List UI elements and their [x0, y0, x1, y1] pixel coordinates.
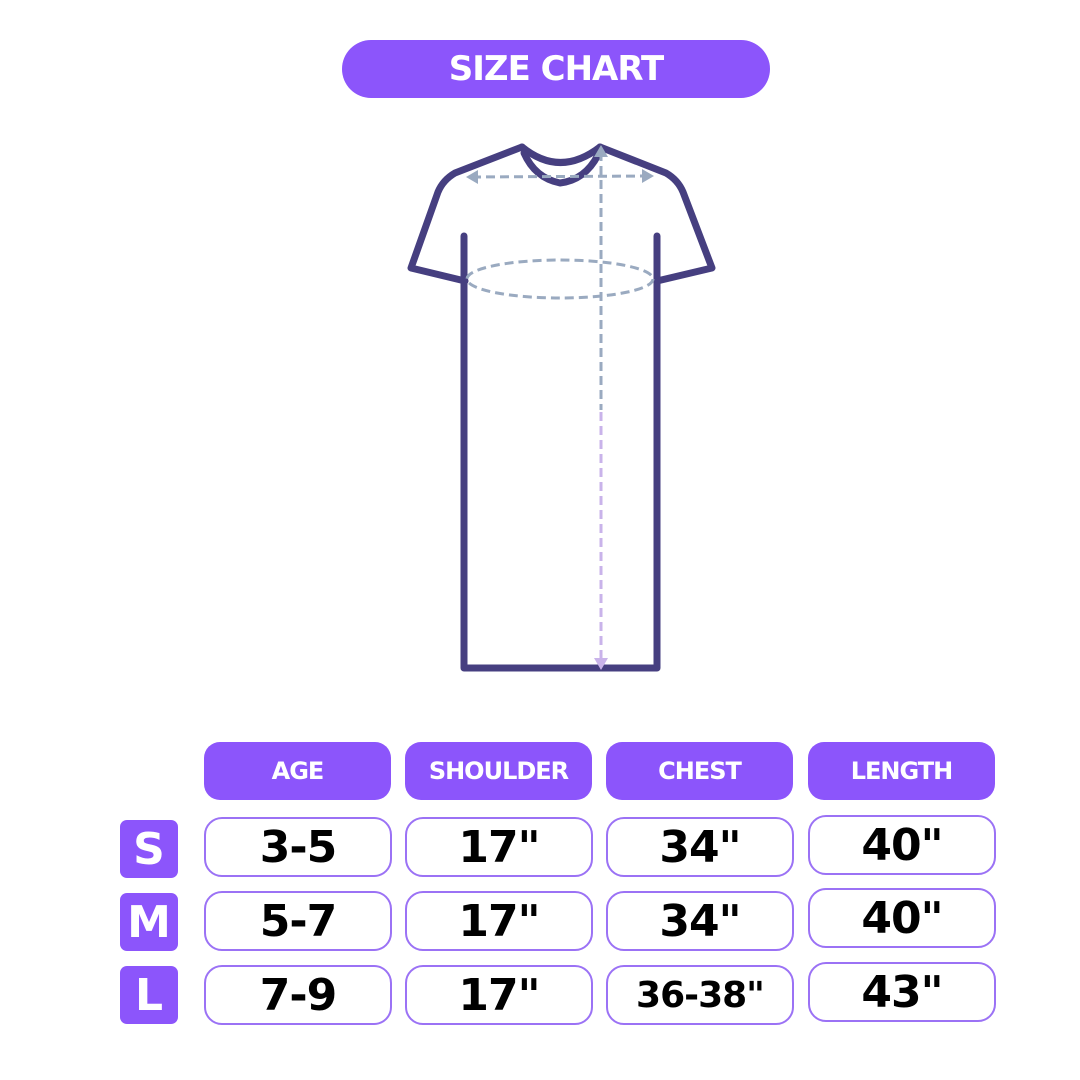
size-chart-title: SIZE CHART [342, 40, 770, 98]
header-shoulder: SHOULDER [405, 742, 592, 800]
cell-m-age: 5-7 [204, 891, 392, 951]
cell-l-age: 7-9 [204, 965, 392, 1025]
header-age: AGE [204, 742, 391, 800]
header-length: LENGTH [808, 742, 995, 800]
cell-s-length: 40" [808, 815, 996, 875]
size-label-s: S [120, 820, 178, 878]
cell-s-chest: 34" [606, 817, 794, 877]
cell-l-shoulder: 17" [405, 965, 593, 1025]
cell-m-shoulder: 17" [405, 891, 593, 951]
cell-s-age: 3-5 [204, 817, 392, 877]
shirt-measurement-icon [407, 143, 716, 672]
cell-l-chest: 36-38" [606, 965, 794, 1025]
cell-m-chest: 34" [606, 891, 794, 951]
cell-m-length: 40" [808, 888, 996, 948]
cell-l-length: 43" [808, 962, 996, 1022]
size-label-l: L [120, 966, 178, 1024]
header-chest: CHEST [606, 742, 793, 800]
size-label-m: M [120, 893, 178, 951]
cell-s-shoulder: 17" [405, 817, 593, 877]
